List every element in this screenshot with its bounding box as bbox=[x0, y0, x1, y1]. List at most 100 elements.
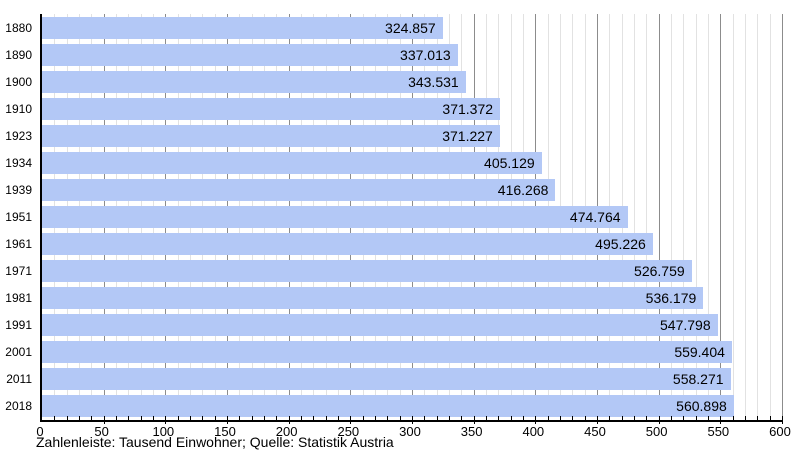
year-label: 1900 bbox=[5, 74, 32, 89]
population-bar: 324.857 bbox=[42, 16, 443, 39]
gridline-minor bbox=[695, 14, 697, 420]
bar-value-label: 405.129 bbox=[484, 154, 535, 171]
x-axis-tick-label: 500 bbox=[645, 424, 668, 439]
axis-tick bbox=[708, 416, 709, 420]
x-axis-tick-label: 600 bbox=[769, 424, 791, 439]
population-bar: 371.227 bbox=[42, 124, 500, 147]
axis-tick bbox=[535, 416, 537, 424]
x-axis-tick-label: 200 bbox=[275, 424, 298, 439]
x-axis-tick-label: 50 bbox=[94, 424, 109, 439]
bar-row: 1934 405.129 bbox=[5, 149, 782, 176]
axis-tick bbox=[621, 416, 623, 420]
year-label: 1981 bbox=[5, 291, 32, 306]
population-bar: 337.013 bbox=[42, 43, 458, 66]
axis-tick bbox=[399, 416, 401, 420]
bar-value-label: 343.531 bbox=[408, 73, 459, 90]
bar-value-label: 559.404 bbox=[674, 344, 725, 361]
axis-tick bbox=[634, 416, 635, 420]
year-label: 1923 bbox=[5, 128, 32, 143]
bar-row: 2018 560.898 bbox=[5, 393, 782, 420]
axis-tick bbox=[424, 416, 426, 420]
gridline-major bbox=[658, 14, 660, 420]
population-bar: 558.271 bbox=[42, 368, 731, 391]
bar-value-label: 474.764 bbox=[569, 208, 621, 225]
axis-tick bbox=[153, 416, 154, 420]
axis-tick bbox=[362, 416, 364, 420]
axis-tick bbox=[227, 416, 228, 424]
bar-row: 1951 474.764 bbox=[5, 203, 782, 230]
year-label: 2011 bbox=[6, 372, 32, 387]
x-axis-tick-label: 550 bbox=[707, 424, 730, 439]
axis-tick bbox=[461, 416, 463, 420]
population-bar: 474.764 bbox=[42, 205, 628, 228]
axis-tick bbox=[695, 416, 697, 420]
axis-tick bbox=[720, 416, 722, 424]
population-bar: 559.404 bbox=[42, 341, 732, 364]
axis-tick bbox=[128, 416, 130, 420]
axis-tick bbox=[486, 416, 487, 420]
axis-tick bbox=[769, 416, 771, 420]
bar-row: 1971 526.759 bbox=[5, 258, 782, 285]
bar-value-label: 371.372 bbox=[442, 100, 494, 117]
axis-tick bbox=[202, 416, 204, 420]
axis-tick bbox=[597, 416, 598, 424]
x-axis-ticks bbox=[42, 14, 783, 424]
axis-tick bbox=[387, 416, 389, 420]
year-label: 2018 bbox=[5, 399, 32, 414]
population-bar: 416.268 bbox=[42, 178, 556, 201]
bar-value-label: 547.798 bbox=[660, 317, 711, 334]
axis-tick bbox=[66, 416, 68, 420]
bar-row: 2001 559.404 bbox=[5, 339, 782, 366]
gridline-minor bbox=[745, 14, 746, 420]
bar-value-label: 536.179 bbox=[645, 290, 697, 307]
axis-tick bbox=[116, 416, 117, 420]
gridline-minor bbox=[708, 14, 709, 420]
population-bar: 371.372 bbox=[42, 97, 501, 120]
population-bar: 405.129 bbox=[42, 151, 542, 174]
population-bar: 343.531 bbox=[42, 70, 466, 93]
year-label: 1971 bbox=[5, 264, 32, 279]
axis-tick bbox=[177, 416, 179, 420]
axis-tick bbox=[473, 416, 475, 424]
gridline-minor bbox=[671, 14, 672, 420]
population-bar: 560.898 bbox=[42, 395, 734, 418]
year-label: 1890 bbox=[5, 47, 32, 62]
year-label: 1910 bbox=[5, 101, 32, 116]
year-label: 1880 bbox=[5, 20, 32, 35]
bar-rows: 1880 324.857 1890 337.013 1900 343.531 1910 371… bbox=[5, 14, 782, 420]
axis-tick bbox=[140, 416, 142, 420]
gridline-major bbox=[782, 14, 783, 420]
axis-tick bbox=[498, 416, 500, 420]
axis-tick bbox=[560, 416, 561, 420]
population-bar: 536.179 bbox=[42, 287, 704, 310]
axis-tick bbox=[301, 416, 302, 420]
bar-row: 1981 536.179 bbox=[5, 285, 782, 312]
x-axis-tick-label: 350 bbox=[460, 424, 483, 439]
year-label: 1939 bbox=[5, 182, 32, 197]
bar-value-label: 416.268 bbox=[497, 181, 549, 198]
plot-area: 1880 324.857 1890 337.013 1900 343.531 1910 371… bbox=[5, 14, 783, 424]
bar-row: 1890 337.013 bbox=[5, 41, 782, 68]
axis-tick bbox=[375, 416, 376, 420]
year-label: 1961 bbox=[5, 237, 32, 252]
bar-row: 1900 343.531 bbox=[5, 68, 782, 95]
axis-tick bbox=[103, 416, 105, 424]
bar-value-label: 337.013 bbox=[400, 46, 451, 63]
axis-tick bbox=[325, 416, 327, 420]
x-axis-tick-label: 400 bbox=[522, 424, 545, 439]
axis-tick bbox=[91, 416, 93, 420]
axis-tick bbox=[412, 416, 413, 424]
axis-tick bbox=[251, 416, 253, 420]
axis-tick bbox=[338, 416, 339, 420]
axis-tick bbox=[264, 416, 265, 420]
bar-value-label: 558.271 bbox=[672, 371, 724, 388]
gridline-minor bbox=[646, 14, 648, 420]
axis-tick bbox=[54, 416, 56, 420]
bar-value-label: 560.898 bbox=[676, 398, 727, 415]
x-axis-tick-label: 300 bbox=[399, 424, 421, 439]
axis-tick bbox=[214, 416, 216, 420]
axis-tick bbox=[239, 416, 241, 420]
axis-tick bbox=[288, 416, 290, 424]
axis-tick bbox=[190, 416, 191, 420]
axis-tick bbox=[646, 416, 648, 420]
